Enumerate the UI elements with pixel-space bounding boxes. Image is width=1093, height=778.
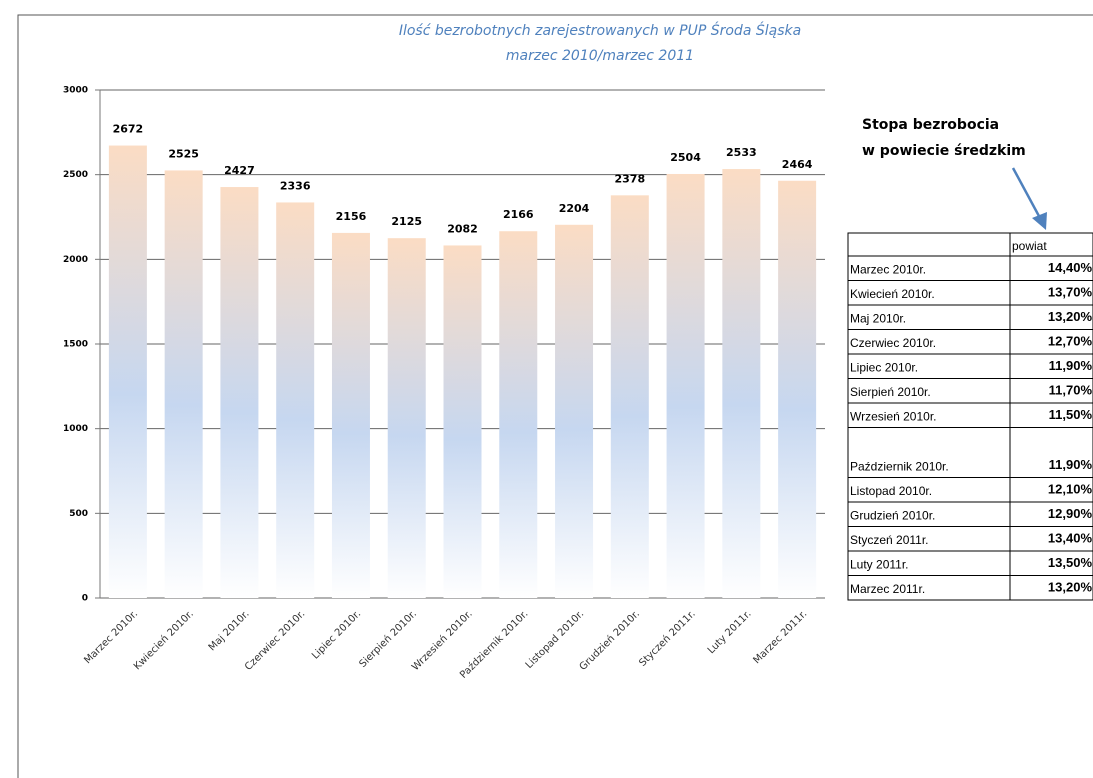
bar [276,202,315,599]
bar [331,232,370,598]
table-cell: Wrzesień 2010r. [850,410,937,424]
x-tick-label: Grudzień 2010r. [577,608,642,673]
table-cell: Październik 2010r. [850,460,949,474]
x-tick-label: Luty 2011r. [706,608,754,656]
x-tick-label: Kwiecień 2010r. [131,608,196,673]
data-label: 2336 [280,179,311,192]
chart-subtitle: marzec 2010/marzec 2011 [506,48,694,64]
table-cell: Listopad 2010r. [850,484,932,498]
data-label: 2204 [559,202,590,215]
table-cell: 14,40% [1048,260,1093,275]
y-tick-label: 500 [69,509,88,519]
table-cell: Czerwiec 2010r. [850,336,936,350]
table-cell: 11,90% [1049,358,1093,373]
table-cell: 11,90% [1049,457,1093,472]
table-cell: Maj 2010r. [850,312,906,326]
data-label: 2672 [113,123,144,136]
y-tick-label: 3000 [63,86,88,96]
bar [164,170,203,598]
table-row [847,575,1093,601]
data-label: 2156 [336,210,367,223]
y-tick-label: 2000 [63,255,88,265]
chart-title: Ilość bezrobotnych zarejestrowanych w PU… [399,21,801,39]
data-label: 2504 [670,151,701,164]
data-label: 2125 [391,215,422,228]
x-tick-label: Marzec 2011r. [752,608,810,666]
x-tick-label: Czerwiec 2010r. [243,608,307,672]
table-cell: Grudzień 2010r. [850,509,935,523]
x-tick-label: Marzec 2010r. [82,608,140,666]
data-label: 2378 [614,172,645,185]
bar [499,231,538,598]
table-cell: 13,20% [1048,579,1093,594]
x-tick-label: Wrzesień 2010r. [409,608,474,673]
y-tick-label: 1500 [63,340,88,350]
bar [108,145,147,599]
bar [778,180,817,598]
x-tick-label: Lipiec 2010r. [310,608,363,661]
annotation: w powiecie średzkim [862,143,1026,159]
table-cell: 12,90% [1048,506,1093,521]
table-cell: Styczeń 2011r. [850,533,929,547]
table-cell: 12,70% [1048,333,1093,348]
arrow [1011,167,1042,219]
table-cell: 11,50% [1049,407,1093,422]
table-cell: Marzec 2010r. [850,263,926,277]
table-cell: Luty 2011r. [850,558,909,572]
arrow-head [1032,212,1047,230]
data-label: 2427 [224,164,255,177]
x-tick-label: Sierpień 2010r. [357,608,419,670]
bar [443,245,482,598]
data-label: 2525 [168,147,199,160]
x-tick-label: Listopad 2010r. [524,608,587,671]
table-cell: Lipiec 2010r. [850,361,918,375]
table-header [847,232,1093,257]
bar [387,238,426,598]
bar [555,224,594,598]
frame [17,14,1093,778]
table-cell: Kwiecień 2010r. [850,287,935,301]
bar [610,195,649,599]
table-cell: Sierpień 2010r. [850,385,931,399]
table-cell: 12,10% [1048,481,1093,496]
y-tick-label: 2500 [63,170,88,180]
bar [220,187,259,598]
table-cell: 13,40% [1048,530,1093,545]
data-label: 2082 [447,222,478,235]
data-label: 2464 [782,158,813,171]
table-header-text: powiat [1012,239,1047,253]
bar [722,169,761,598]
y-tick-label: 1000 [63,424,88,434]
table-cell: 13,70% [1048,284,1093,299]
annotation: Stopa bezrobocia [862,117,999,133]
table-cell: 13,20% [1048,309,1093,324]
table-cell: Marzec 2011r. [850,582,925,596]
table-cell: 13,50% [1048,555,1093,570]
x-tick-label: Styczeń 2011r. [637,608,698,669]
data-label: 2166 [503,208,534,221]
x-tick-label: Maj 2010r. [207,608,252,653]
y-tick-label: 0 [82,594,88,604]
bar [666,173,705,599]
table-cell: 11,70% [1049,382,1093,397]
data-label: 2533 [726,146,757,159]
